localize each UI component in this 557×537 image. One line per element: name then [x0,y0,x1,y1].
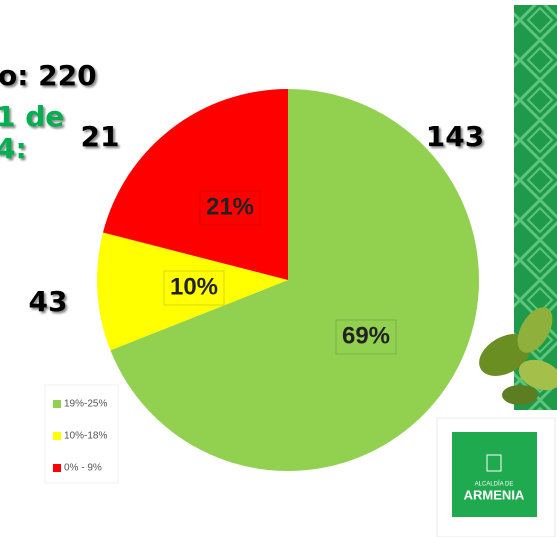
legend-label: 0% - 9% [64,463,102,474]
legend-swatch [53,432,61,440]
count-label: 21 [81,120,120,153]
data-label: 69% [342,322,390,349]
legend-swatch [53,464,61,472]
logo [452,432,537,517]
legend-label: 19%-25% [64,399,107,410]
logo-text: ARMENIA [464,487,525,502]
data-label: 10% [170,273,218,300]
data-label: 21% [206,193,254,220]
slide: ALCALDÍA DE ARMENIA o: 220 1 de 4: 69%14… [0,0,557,537]
heading: 1 de [0,100,64,133]
count-label: 143 [426,120,484,153]
heading: o: 220 [0,59,97,92]
legend-label: 10%-18% [64,431,107,442]
count-label: 43 [29,285,68,318]
legend-swatch [53,400,61,408]
heading: 4: [0,132,27,165]
